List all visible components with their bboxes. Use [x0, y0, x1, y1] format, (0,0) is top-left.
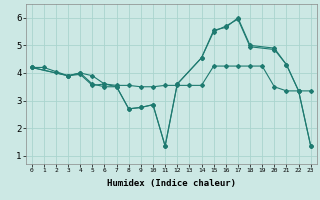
X-axis label: Humidex (Indice chaleur): Humidex (Indice chaleur) [107, 179, 236, 188]
